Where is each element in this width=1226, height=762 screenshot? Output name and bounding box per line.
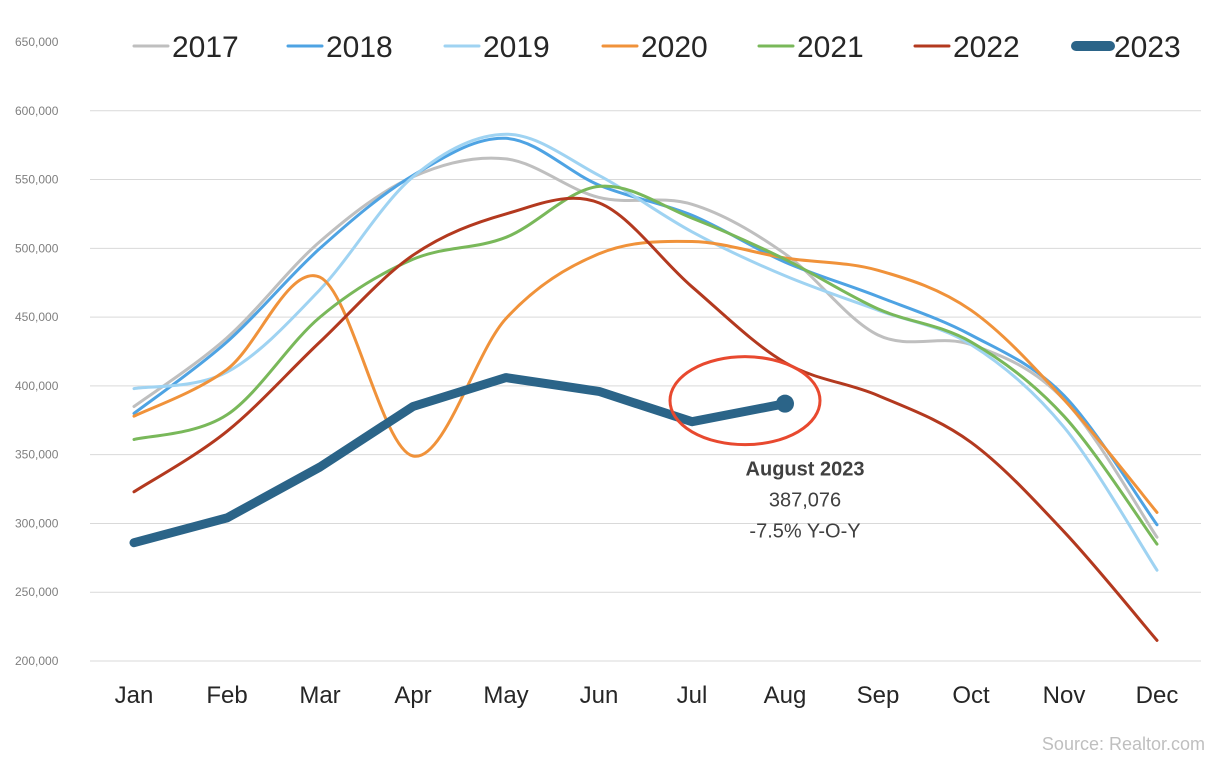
annotation-title: August 2023: [746, 459, 865, 481]
legend-label-2019: 2019: [483, 31, 550, 64]
x-tick-label-jan: Jan: [115, 682, 154, 709]
y-tick-label: 650,000: [15, 35, 59, 49]
series-line-2018: [132, 136, 1159, 527]
legend-label-2017: 2017: [172, 31, 239, 64]
y-tick-label: 550,000: [15, 173, 59, 187]
legend-label-2023: 2023: [1114, 31, 1181, 64]
legend-label-2020: 2020: [641, 31, 708, 64]
y-axis-ticks: 200,000 250,000 300,000 350,000 400,000 450,0…: [15, 35, 59, 668]
y-tick-label: 300,000: [15, 516, 59, 530]
x-axis-ticks: Jan Feb Mar Apr May Jun Jul Aug Sep Oct Nov Dec: [115, 682, 1179, 709]
legend-label-2021: 2021: [797, 31, 864, 64]
series-line-2022: [132, 196, 1159, 642]
y-tick-label: 350,000: [15, 448, 59, 462]
x-tick-label-oct: Oct: [952, 682, 990, 709]
legend-label-2022: 2022: [953, 31, 1020, 64]
y-tick-label: 450,000: [15, 310, 59, 324]
x-tick-label-mar: Mar: [299, 682, 340, 709]
x-tick-label-jul: Jul: [677, 682, 708, 709]
series-line-2017: [132, 156, 1159, 539]
x-tick-label-apr: Apr: [394, 682, 431, 709]
annotation-change: -7.5% Y-O-Y: [749, 521, 860, 543]
x-tick-label-may: May: [483, 682, 528, 709]
annotation: August 2023 387,076 -7.5% Y-O-Y: [746, 459, 865, 543]
legend-label-2018: 2018: [326, 31, 393, 64]
x-tick-label-dec: Dec: [1136, 682, 1179, 709]
x-tick-label-jun: Jun: [580, 682, 619, 709]
series-line-2021: [132, 184, 1159, 546]
x-tick-label-feb: Feb: [206, 682, 247, 709]
x-tick-label-sep: Sep: [857, 682, 900, 709]
source-credit: Source: Realtor.com: [1042, 734, 1205, 754]
y-tick-label: 600,000: [15, 104, 59, 118]
series-line-2019: [132, 132, 1159, 572]
y-tick-label: 200,000: [15, 654, 59, 668]
x-tick-label-nov: Nov: [1043, 682, 1086, 709]
series-line-2020: [132, 239, 1159, 514]
y-tick-label: 250,000: [15, 585, 59, 599]
series-lines: [129, 132, 1159, 642]
highlight-circle: [668, 355, 822, 447]
x-tick-label-aug: Aug: [764, 682, 807, 709]
legend: 2017 2018 2019 2020 2021 2022 2023: [132, 31, 1181, 64]
series-endpoint-2023: [776, 394, 794, 413]
annotation-value: 387,076: [769, 490, 841, 512]
y-tick-label: 400,000: [15, 379, 59, 393]
y-tick-label: 500,000: [15, 241, 59, 255]
